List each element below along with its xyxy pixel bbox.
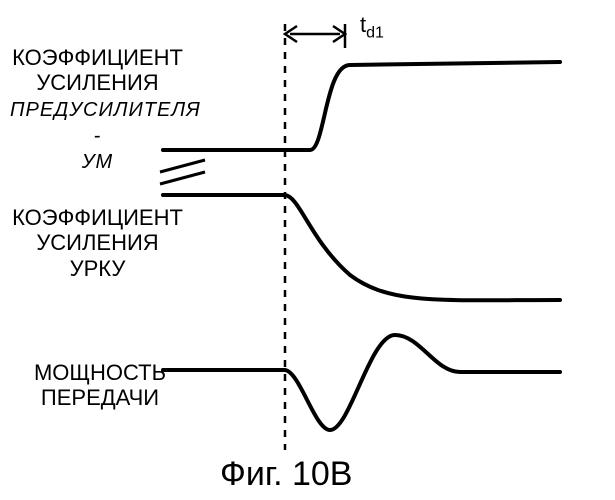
diagram-svg [0, 0, 615, 500]
break-mark-2 [160, 172, 205, 184]
curve-preamp-gain [163, 62, 560, 150]
curve-vgc-gain [163, 195, 560, 300]
curve-tx-power [163, 335, 560, 430]
break-mark-1 [160, 160, 205, 172]
